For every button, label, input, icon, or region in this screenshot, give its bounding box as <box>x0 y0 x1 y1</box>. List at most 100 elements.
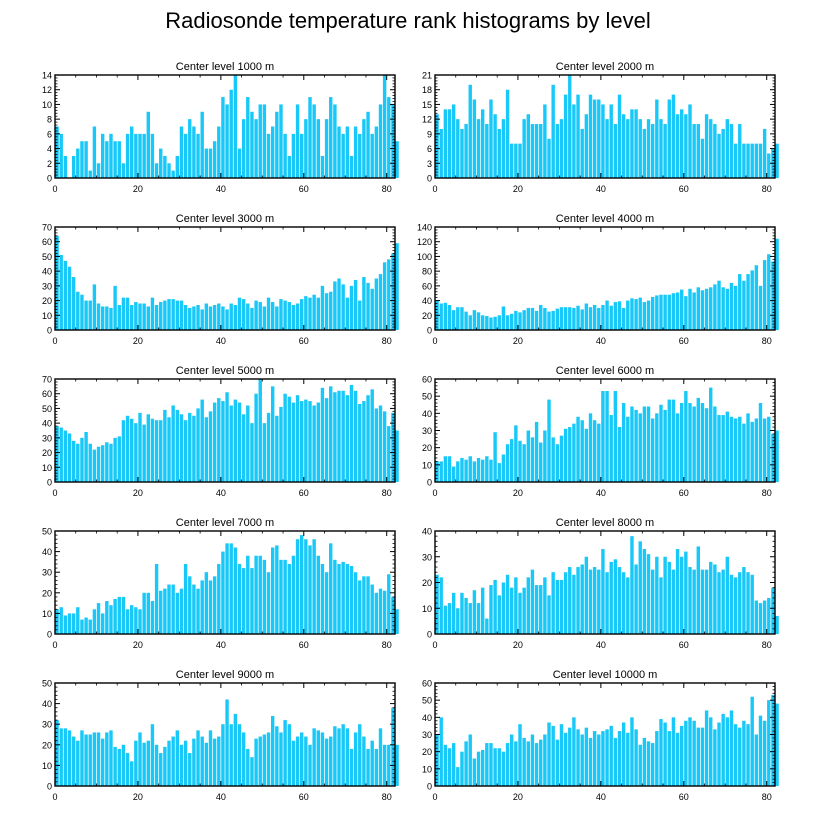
histogram-bar <box>447 748 452 786</box>
histogram-bar <box>387 97 391 178</box>
histogram-bar <box>447 109 452 178</box>
histogram-bar <box>717 572 721 634</box>
histogram-bar <box>183 304 188 330</box>
histogram-bar <box>725 288 730 330</box>
histogram-bar <box>92 126 97 178</box>
histogram-bar <box>179 126 184 178</box>
histogram-bar <box>71 613 76 634</box>
histogram-bar <box>568 307 572 330</box>
histogram-bar <box>88 619 92 634</box>
histogram-bar <box>212 402 217 482</box>
x-tick-label: 0 <box>52 336 57 346</box>
histogram-bar <box>638 119 642 178</box>
histogram-bar <box>460 751 464 786</box>
histogram-bar <box>476 457 481 482</box>
histogram-bar <box>175 300 180 330</box>
histogram-bar <box>721 415 725 482</box>
histogram-bar <box>221 551 225 634</box>
histogram-bar <box>279 559 283 634</box>
histogram-bar <box>626 732 630 786</box>
histogram-bar <box>125 609 130 634</box>
histogram-bar <box>246 405 250 482</box>
histogram-bar <box>621 307 626 330</box>
histogram-bar <box>563 94 568 178</box>
histogram-bar <box>84 734 88 786</box>
histogram-bar <box>588 307 593 330</box>
histogram-bar <box>775 238 779 330</box>
histogram-bar <box>555 124 560 178</box>
histogram-bar <box>125 753 130 786</box>
histogram-bar <box>225 392 229 482</box>
histogram-bar <box>725 411 730 482</box>
histogram-bar <box>721 287 725 330</box>
histogram-bar <box>671 293 676 330</box>
histogram-bar <box>382 744 387 786</box>
histogram-bar <box>725 717 730 786</box>
plot-frame <box>54 682 396 787</box>
y-tick-label: 12 <box>422 115 432 125</box>
histogram-bar <box>88 300 92 330</box>
panel-title: Center level 8000 m <box>556 517 654 529</box>
histogram-bar <box>460 128 464 178</box>
histogram-bar <box>183 420 188 482</box>
histogram-bar <box>287 302 291 330</box>
histogram-bar <box>696 727 700 786</box>
y-tick-label: 10 <box>42 311 52 321</box>
histogram-bar <box>55 426 59 482</box>
histogram-bar <box>121 297 126 330</box>
histogram-bar <box>387 574 391 634</box>
histogram-bar <box>493 579 497 634</box>
histogram-bar <box>113 746 117 786</box>
x-tick-label: 0 <box>52 184 57 194</box>
histogram-bar <box>584 727 589 786</box>
histogram-bar <box>771 261 775 330</box>
histogram-bar <box>505 89 510 178</box>
histogram-bar <box>588 569 593 635</box>
y-tick-label: 0 <box>427 782 432 792</box>
histogram-bar <box>572 574 576 634</box>
histogram-bar <box>451 592 456 634</box>
histogram-bar <box>485 124 489 178</box>
histogram-bar <box>667 99 671 178</box>
histogram-bar <box>387 426 391 482</box>
histogram-bar <box>758 285 763 330</box>
y-tick-label: 20 <box>42 448 52 458</box>
histogram-bar <box>279 406 283 482</box>
histogram-bar <box>762 600 767 634</box>
histogram-bar <box>92 449 97 482</box>
histogram-bar <box>675 549 680 634</box>
histogram-bar <box>733 418 738 482</box>
histogram-bar <box>460 457 464 482</box>
histogram-bar <box>472 99 477 178</box>
histogram-bar <box>217 736 221 786</box>
y-tick-label: 0 <box>47 326 52 336</box>
histogram-bar <box>684 296 688 330</box>
histogram-bar <box>576 729 580 786</box>
histogram-bar <box>324 119 329 178</box>
histogram-bar <box>283 300 287 330</box>
histogram-bar <box>167 740 171 786</box>
histogram-bar <box>601 304 605 330</box>
histogram-bar <box>659 577 663 634</box>
histogram-bar <box>584 303 589 330</box>
x-tick-label: 80 <box>762 792 772 802</box>
histogram-bar <box>395 744 399 786</box>
histogram-bar <box>439 303 443 330</box>
histogram-bar <box>775 703 779 786</box>
histogram-bar <box>241 119 246 178</box>
histogram-bar <box>333 281 337 330</box>
histogram-bar <box>96 163 101 178</box>
histogram-bar <box>510 143 514 178</box>
histogram-bar <box>609 415 613 482</box>
histogram-bar <box>762 128 767 178</box>
histogram-bar <box>472 758 477 786</box>
histogram-bar <box>362 277 366 330</box>
histogram-bar <box>758 715 763 786</box>
histogram-bar <box>316 402 320 482</box>
histogram-bar <box>84 300 88 330</box>
histogram-bar <box>192 415 196 482</box>
histogram-bar <box>59 607 63 634</box>
histogram-bar <box>353 572 358 634</box>
histogram-bar <box>568 567 572 634</box>
histogram-bar <box>366 748 370 786</box>
